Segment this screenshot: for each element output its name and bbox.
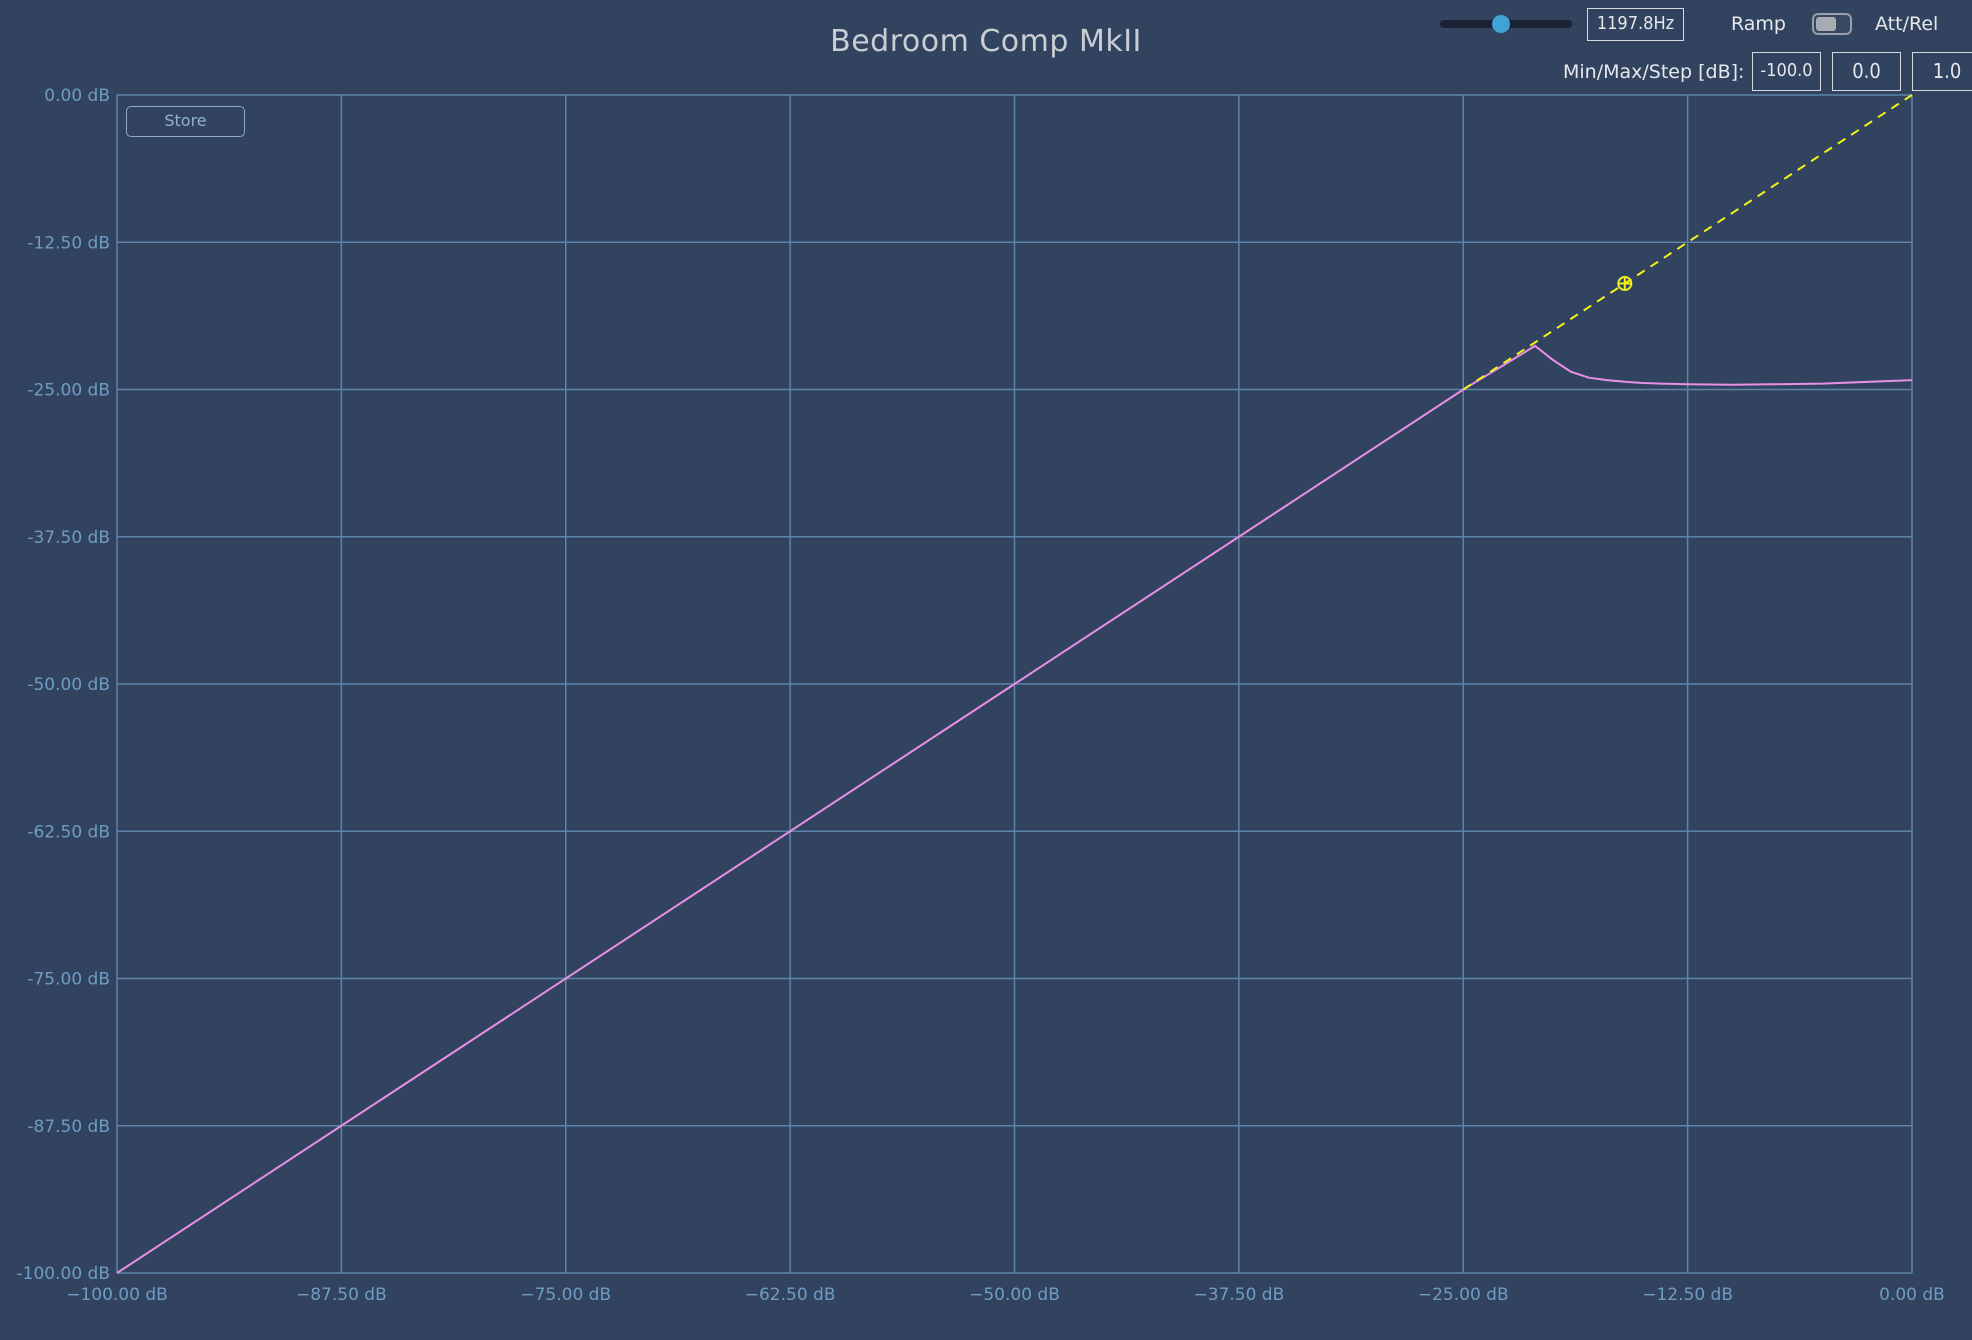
step-value-field[interactable]: 1.0	[1912, 52, 1972, 91]
x-tick-label: −75.00 dB	[520, 1285, 611, 1305]
y-tick-label: -37.50 dB	[27, 528, 110, 548]
y-tick-label: -25.00 dB	[27, 381, 110, 401]
y-tick-label: -12.50 dB	[27, 233, 110, 253]
att-rel-label: Att/Rel	[1875, 13, 1939, 35]
chart-series	[116, 94, 1913, 1274]
curve-control-handle[interactable]	[1617, 275, 1633, 291]
y-tick-label: -50.00 dB	[27, 675, 110, 695]
x-tick-label: −87.50 dB	[296, 1285, 387, 1305]
chart-grid	[116, 94, 1913, 1274]
x-tick-label: −100.00 dB	[66, 1285, 168, 1305]
transfer-curve-line	[116, 344, 1913, 1274]
min-max-step-label: Min/Max/Step [dB]:	[1563, 61, 1745, 83]
x-tick-label: −62.50 dB	[745, 1285, 836, 1305]
max-value-field[interactable]: 0.0	[1832, 52, 1901, 91]
x-tick-label: −12.50 dB	[1642, 1285, 1733, 1305]
chart-tick-labels: −100.00 dB −87.50 dB −75.00 dB −62.50 dB −50…	[17, 86, 1945, 1305]
y-tick-label: -75.00 dB	[27, 970, 110, 990]
x-tick-label: −25.00 dB	[1418, 1285, 1509, 1305]
frequency-slider-thumb[interactable]	[1491, 15, 1510, 33]
min-value-field[interactable]: -100.0	[1752, 52, 1821, 91]
frequency-value-field[interactable]: 1197.8Hz	[1587, 8, 1684, 41]
att-rel-toggle-knob	[1816, 17, 1836, 31]
chart-handles	[1617, 275, 1633, 291]
y-tick-label: 0.00 dB	[44, 86, 110, 106]
att-rel-toggle[interactable]	[1812, 13, 1852, 35]
y-tick-label: -62.50 dB	[27, 822, 110, 842]
ramp-label: Ramp	[1731, 13, 1786, 35]
frequency-slider[interactable]	[1440, 15, 1572, 33]
y-tick-label: -87.50 dB	[27, 1117, 110, 1137]
store-button[interactable]: Store	[126, 106, 245, 137]
x-tick-label: −50.00 dB	[969, 1285, 1060, 1305]
x-tick-label: −37.50 dB	[1193, 1285, 1284, 1305]
app-title: Bedroom Comp MkII	[830, 24, 1142, 59]
x-tick-label: 0.00 dB	[1879, 1285, 1945, 1305]
y-tick-label: -100.00 dB	[17, 1264, 110, 1284]
